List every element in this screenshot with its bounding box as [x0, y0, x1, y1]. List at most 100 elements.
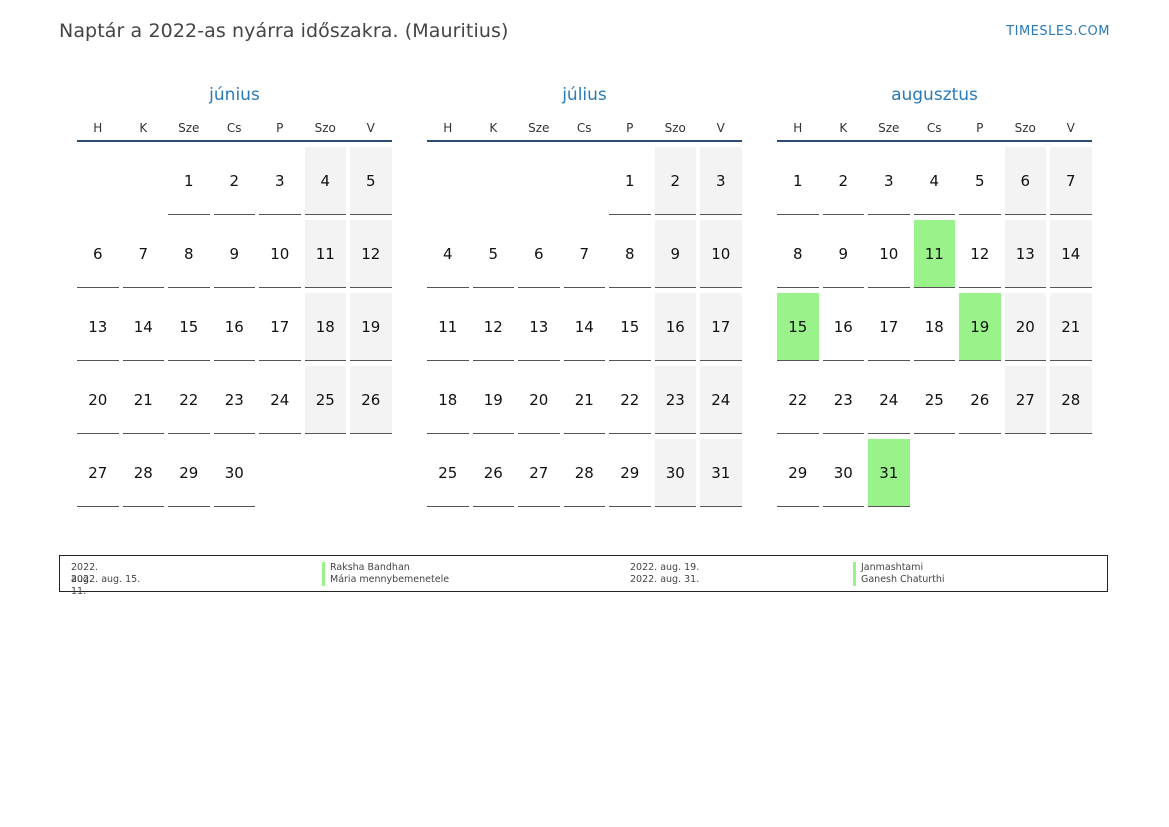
weekday-label: Sze [878, 121, 900, 135]
legend-holiday-name: Mária mennybemenetele [322, 574, 449, 586]
day-cell: 24 [700, 366, 742, 434]
day-cell: 30 [822, 439, 864, 507]
legend-date: 2022. aug. 31. [630, 574, 700, 585]
month-name: augusztus [891, 85, 978, 105]
legend-holiday-name: Raksha Bandhan [322, 562, 410, 574]
day-cell: 20 [518, 366, 560, 434]
day-cell: 15 [609, 293, 651, 361]
day-cell: 13 [1004, 220, 1046, 288]
weekday-label: H [93, 121, 103, 135]
day-cell: 5 [959, 147, 1001, 215]
day-cell: 16 [822, 293, 864, 361]
day-cell: 18 [304, 293, 346, 361]
legend-holiday-name: Janmashtami [853, 562, 923, 574]
days-grid: 1 2 3 4 5 6 7 8 9 10 11 12 13 14 15 16 17 18 19 20 21 22 23 24 2… [77, 146, 392, 511]
day-cell: 4 [427, 220, 469, 288]
month-name: július [562, 85, 607, 105]
day-cell: 29 [168, 439, 210, 507]
day-cell: 27 [77, 439, 119, 507]
legend-date: 2022. aug. 11. [71, 562, 99, 597]
day-cell: 9 [822, 220, 864, 288]
day-cell: 23 [654, 366, 696, 434]
day-cell: 3 [700, 147, 742, 215]
day-cell: 3 [868, 147, 910, 215]
empty-cell [77, 147, 119, 215]
day-cell: 18 [427, 366, 469, 434]
weekday-header: H K Sze Cs P Szo V [777, 118, 1092, 142]
weekday-header: H K Sze Cs P Szo V [77, 118, 392, 142]
day-cell: 20 [1004, 293, 1046, 361]
day-cell: 1 [777, 147, 819, 215]
holiday-day-cell: 19 [959, 293, 1001, 361]
days-grid: 1 2 3 4 5 6 7 8 9 10 11 12 13 14 15 16 17 18 19 20 21 22 23 24 2… [777, 146, 1092, 511]
day-cell: 21 [1050, 293, 1092, 361]
day-cell: 17 [868, 293, 910, 361]
day-cell: 25 [427, 439, 469, 507]
brand-link[interactable]: TIMESLES.COM [1006, 24, 1110, 39]
day-cell: 8 [168, 220, 210, 288]
day-cell: 14 [563, 293, 605, 361]
weekday-label: V [366, 121, 375, 135]
day-cell: 30 [213, 439, 255, 507]
days-grid: 1 2 3 4 5 6 7 8 9 10 11 12 13 14 15 16 17 18 19 20 21 22 23 24 2… [427, 146, 742, 511]
holiday-legend: 2022. aug. 11. Raksha Bandhan 2022. aug.… [59, 555, 1108, 597]
day-cell: 1 [609, 147, 651, 215]
empty-cell [473, 147, 515, 215]
weekday-label: P [276, 121, 284, 135]
weekday-label: K [489, 121, 498, 135]
day-cell: 28 [122, 439, 164, 507]
weekday-label: Szo [1014, 121, 1036, 135]
day-cell: 29 [777, 439, 819, 507]
weekday-header: H K Sze Cs P Szo V [427, 118, 742, 142]
day-cell: 25 [304, 366, 346, 434]
legend-holiday-name: Ganesh Chaturthi [853, 574, 945, 586]
month-name: június [209, 85, 260, 105]
day-cell: 4 [913, 147, 955, 215]
day-cell: 31 [700, 439, 742, 507]
day-cell: 8 [609, 220, 651, 288]
day-cell: 13 [77, 293, 119, 361]
day-cell: 27 [1004, 366, 1046, 434]
day-cell: 6 [1004, 147, 1046, 215]
day-cell: 22 [168, 366, 210, 434]
day-cell: 22 [609, 366, 651, 434]
day-cell: 10 [259, 220, 301, 288]
day-cell: 7 [563, 220, 605, 288]
holiday-day-cell: 15 [777, 293, 819, 361]
day-cell: 17 [700, 293, 742, 361]
empty-cell [427, 147, 469, 215]
day-cell: 11 [304, 220, 346, 288]
day-cell: 13 [518, 293, 560, 361]
day-cell: 27 [518, 439, 560, 507]
day-cell: 5 [472, 220, 514, 288]
day-cell: 28 [1050, 366, 1092, 434]
day-cell: 12 [959, 220, 1001, 288]
day-cell: 7 [1050, 147, 1092, 215]
day-cell: 23 [822, 366, 864, 434]
weekday-label: P [976, 121, 984, 135]
page-title: Naptár a 2022-as nyárra időszakra. (Maur… [59, 20, 509, 42]
day-cell: 12 [350, 220, 392, 288]
weekday-label: H [443, 121, 453, 135]
month-july: július H K Sze Cs P Szo V 1 2 3 4 5 6 7 8 9 10 11 12 13 14 1… [427, 84, 742, 511]
day-cell: 21 [122, 366, 164, 434]
empty-cell [518, 147, 560, 215]
day-cell: 12 [472, 293, 514, 361]
day-cell: 1 [168, 147, 210, 215]
weekday-label: Szo [664, 121, 686, 135]
weekday-label: K [139, 121, 148, 135]
weekday-label: V [1066, 121, 1075, 135]
weekday-label: Cs [226, 121, 242, 135]
day-cell: 3 [259, 147, 301, 215]
day-cell: 2 [822, 147, 864, 215]
day-cell: 21 [563, 366, 605, 434]
weekday-label: V [716, 121, 725, 135]
day-cell: 4 [304, 147, 346, 215]
day-cell: 26 [350, 366, 392, 434]
day-cell: 11 [427, 293, 469, 361]
empty-cell [564, 147, 606, 215]
day-cell: 26 [472, 439, 514, 507]
day-cell: 26 [959, 366, 1001, 434]
month-june: június H K Sze Cs P Szo V 1 2 3 4 5 6 7 8 9 10 11 12 13 14 1… [77, 84, 392, 511]
day-cell: 14 [122, 293, 164, 361]
